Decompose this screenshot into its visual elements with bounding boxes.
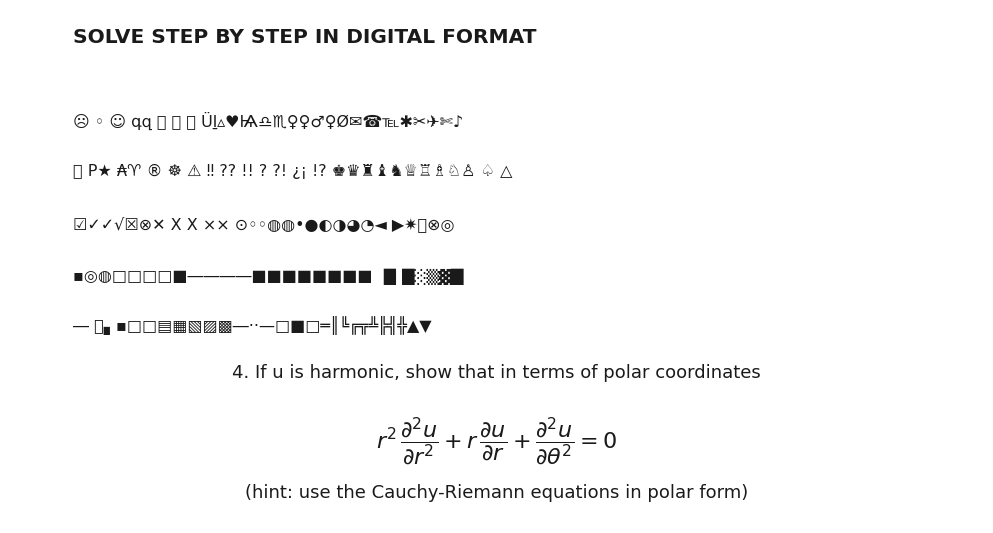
- Text: $r^2\,\dfrac{\partial^2 u}{\partial r^2} + r\,\dfrac{\partial u}{\partial r} + \: $r^2\,\dfrac{\partial^2 u}{\partial r^2}…: [376, 416, 617, 469]
- Text: (hint: use the Cauchy-Riemann equations in polar form): (hint: use the Cauchy-Riemann equations …: [245, 484, 748, 502]
- Text: 4. If u is harmonic, show that in terms of polar coordinates: 4. If u is harmonic, show that in terms …: [232, 364, 761, 382]
- Text: ☑✓✓√☒⊗✕ X X ×× ⊙◦◦◍◍•●◐◑◕◔◄ ▶✷✨⊗◎: ☑✓✓√☒⊗✕ X X ×× ⊙◦◦◍◍•●◐◑◕◔◄ ▶✷✨⊗◎: [73, 216, 455, 232]
- Text: ☹ ◦ ☺ գզ ツ ッ シ Üḻ▵♥Ѩ♎♏♀♀♂♀Ø✉☎℡✱✂✈✄♪: ☹ ◦ ☺ գզ ツ ッ シ Üḻ▵♥Ѩ♎♏♀♀♂♀Ø✉☎℡✱✂✈✄♪: [73, 112, 464, 130]
- Text: ▪◎◍□□□□■――――■■■■■■■■ ▐▌█░▒▓█: ▪◎◍□□□□■――――■■■■■■■■ ▐▌█░▒▓█: [73, 269, 464, 286]
- Text: ― ⏐▖▪□□▤▦▧▨▩―··—□■□═║╚╔╦╩╠╣╬▲▼: ― ⏐▖▪□□▤▦▧▨▩―··—□■□═║╚╔╦╩╠╣╬▲▼: [73, 317, 432, 335]
- Text: SOLVE STEP BY STEP IN DIGITAL FORMAT: SOLVE STEP BY STEP IN DIGITAL FORMAT: [73, 28, 536, 47]
- Text: Ⓐ Ρ★ ₳♈ ® ☸ ⚠ ‼ ?? !! ? ?! ¿¡ !? ♚♛♜♝♞♕♖♗♘♙ ♤ △: Ⓐ Ρ★ ₳♈ ® ☸ ⚠ ‼ ?? !! ? ?! ¿¡ !? ♚♛♜♝♞♕♖…: [73, 164, 512, 179]
